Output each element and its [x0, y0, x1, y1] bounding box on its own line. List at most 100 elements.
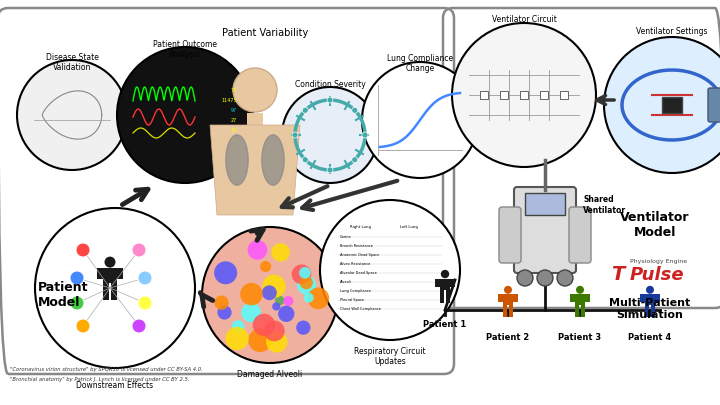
- Circle shape: [248, 240, 267, 260]
- Bar: [525, 193, 565, 215]
- Circle shape: [271, 243, 290, 262]
- Text: Respiratory Circuit
Updates: Respiratory Circuit Updates: [354, 347, 426, 367]
- Circle shape: [300, 276, 313, 289]
- Text: Bronch Resistance: Bronch Resistance: [340, 244, 373, 248]
- Text: Multi-Patient
Simulation: Multi-Patient Simulation: [609, 298, 690, 320]
- Polygon shape: [503, 305, 508, 317]
- Polygon shape: [247, 113, 263, 125]
- Circle shape: [248, 328, 271, 352]
- Text: Patient 3: Patient 3: [559, 333, 602, 342]
- Circle shape: [117, 47, 253, 183]
- Circle shape: [299, 267, 311, 279]
- Text: 37: 37: [230, 139, 237, 143]
- Text: 27: 27: [230, 119, 237, 124]
- Polygon shape: [498, 294, 503, 302]
- Text: 11475: 11475: [221, 98, 237, 104]
- Circle shape: [264, 320, 284, 341]
- Text: Lung Compliance: Lung Compliance: [340, 289, 371, 293]
- Circle shape: [327, 97, 333, 103]
- Text: Alveo Resistance: Alveo Resistance: [340, 262, 370, 266]
- Polygon shape: [513, 294, 518, 302]
- Circle shape: [253, 313, 275, 336]
- Text: Pulse: Pulse: [630, 266, 685, 284]
- Text: Damaged Alveoli: Damaged Alveoli: [238, 370, 302, 379]
- Circle shape: [17, 60, 127, 170]
- Polygon shape: [585, 294, 590, 302]
- Circle shape: [296, 320, 310, 335]
- Text: Carina: Carina: [340, 235, 351, 239]
- Polygon shape: [439, 290, 444, 303]
- Polygon shape: [226, 135, 248, 185]
- Text: Left Lung: Left Lung: [400, 225, 418, 229]
- Polygon shape: [570, 294, 575, 302]
- Bar: [480, 91, 488, 99]
- Polygon shape: [103, 268, 117, 283]
- Circle shape: [284, 296, 293, 306]
- Circle shape: [138, 271, 152, 285]
- Circle shape: [282, 87, 378, 183]
- Circle shape: [604, 37, 720, 173]
- Circle shape: [576, 286, 584, 294]
- Polygon shape: [575, 294, 585, 305]
- Circle shape: [292, 264, 311, 284]
- Circle shape: [275, 296, 284, 305]
- Circle shape: [225, 327, 248, 350]
- FancyBboxPatch shape: [569, 207, 591, 263]
- Circle shape: [646, 286, 654, 294]
- Circle shape: [292, 132, 298, 138]
- Circle shape: [202, 227, 338, 363]
- FancyBboxPatch shape: [708, 88, 720, 122]
- Circle shape: [76, 319, 90, 333]
- Polygon shape: [575, 305, 580, 317]
- Circle shape: [297, 275, 316, 294]
- Circle shape: [441, 270, 449, 278]
- Circle shape: [272, 302, 281, 311]
- Polygon shape: [435, 279, 439, 287]
- Polygon shape: [439, 279, 451, 290]
- Text: Lung Compliance
Change: Lung Compliance Change: [387, 54, 453, 73]
- Text: Patient 4: Patient 4: [629, 333, 672, 342]
- Circle shape: [352, 107, 358, 113]
- Circle shape: [233, 68, 277, 112]
- Circle shape: [557, 270, 573, 286]
- Polygon shape: [508, 305, 513, 317]
- Polygon shape: [645, 294, 655, 305]
- Circle shape: [262, 285, 276, 300]
- Polygon shape: [651, 305, 655, 317]
- Bar: [662, 97, 682, 113]
- Circle shape: [302, 157, 308, 163]
- Text: Ventilator Circuit: Ventilator Circuit: [492, 15, 557, 24]
- Text: Patient 2: Patient 2: [487, 333, 530, 342]
- Text: Patient 1: Patient 1: [423, 320, 467, 329]
- Circle shape: [362, 132, 368, 138]
- Circle shape: [320, 200, 460, 340]
- Polygon shape: [446, 290, 451, 303]
- Text: Patient
Model: Patient Model: [38, 281, 89, 309]
- Circle shape: [132, 243, 146, 257]
- Circle shape: [304, 293, 314, 303]
- Polygon shape: [451, 279, 455, 287]
- Circle shape: [517, 270, 533, 286]
- Text: 77: 77: [230, 89, 237, 94]
- Polygon shape: [262, 135, 284, 185]
- Circle shape: [132, 319, 146, 333]
- Text: Anatomic Dead Space: Anatomic Dead Space: [340, 253, 379, 257]
- Text: Ventilator Settings: Ventilator Settings: [636, 27, 708, 36]
- Text: Patient Outcome
Analysis: Patient Outcome Analysis: [153, 40, 217, 60]
- Circle shape: [138, 296, 152, 310]
- Text: Condition Severity: Condition Severity: [294, 80, 365, 89]
- Bar: [540, 91, 548, 99]
- Circle shape: [302, 107, 308, 113]
- Text: Alveolar Dead Space: Alveolar Dead Space: [340, 271, 377, 275]
- Text: Ventilator
Model: Ventilator Model: [620, 211, 690, 239]
- Text: "Bronchial anatomy" by Patrick J. Lynch is licensed under CC BY 2.5.: "Bronchial anatomy" by Patrick J. Lynch …: [10, 377, 189, 382]
- Polygon shape: [210, 125, 300, 215]
- Polygon shape: [103, 283, 109, 300]
- Circle shape: [240, 283, 263, 305]
- Text: Downstream Effects: Downstream Effects: [76, 381, 153, 390]
- Text: Shared
Ventilator: Shared Ventilator: [583, 195, 626, 215]
- Text: 15: 15: [230, 128, 237, 134]
- Text: Alveoli: Alveoli: [340, 280, 352, 284]
- Circle shape: [70, 296, 84, 310]
- Text: Chest Wall Compliance: Chest Wall Compliance: [340, 307, 381, 311]
